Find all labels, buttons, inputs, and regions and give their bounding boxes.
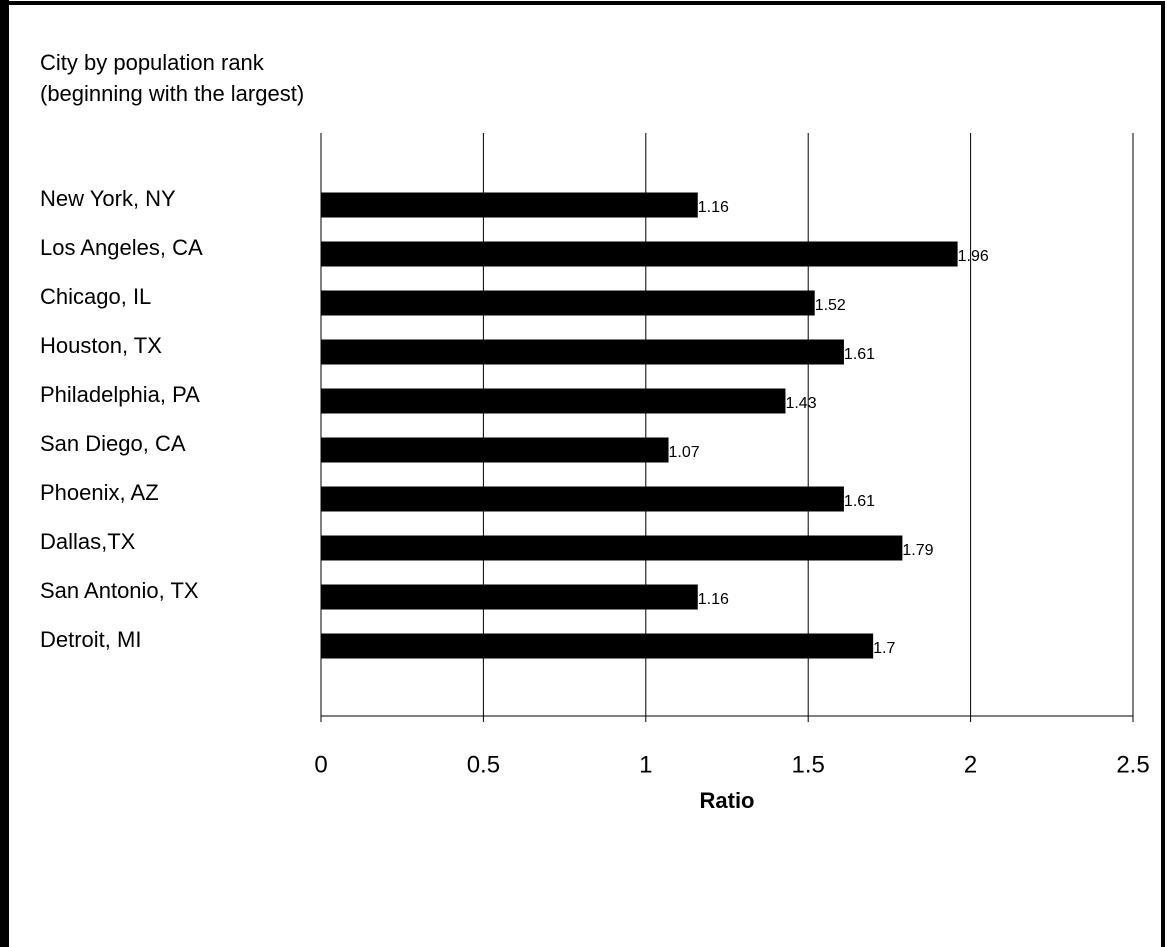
y-tick-label: San Diego, CA	[40, 431, 186, 456]
bar	[321, 584, 698, 610]
value-label: 1.16	[698, 591, 729, 608]
x-tick-label: 0.5	[467, 751, 500, 778]
x-tick-label: 0	[314, 751, 327, 778]
value-label: 1.07	[669, 444, 700, 461]
value-label: 1.43	[785, 395, 816, 412]
y-tick-label: Detroit, MI	[40, 627, 141, 652]
bar	[321, 437, 669, 463]
value-label: 1.52	[815, 297, 846, 314]
value-label: 1.79	[902, 542, 933, 559]
y-tick-label: Philadelphia, PA	[40, 382, 200, 407]
y-axis-title: City by population rank (beginning with …	[40, 50, 305, 106]
bar	[321, 339, 844, 365]
bar	[321, 241, 958, 267]
bar	[321, 192, 698, 218]
y-tick-label: Chicago, IL	[40, 284, 151, 309]
x-tick-label: 2.5	[1116, 751, 1149, 778]
bar	[321, 388, 786, 414]
y-tick-label: Dallas,TX	[40, 529, 136, 554]
y-tick-label: New York, NY	[40, 186, 176, 211]
y-tick-label: Phoenix, AZ	[40, 480, 159, 505]
x-tick-label: 1.5	[792, 751, 825, 778]
value-label: 1.96	[958, 248, 989, 265]
bar	[321, 290, 815, 316]
x-tick-label: 1	[639, 751, 652, 778]
value-label: 1.61	[844, 346, 875, 363]
value-label: 1.16	[698, 199, 729, 216]
value-label: 1.7	[873, 640, 895, 657]
y-tick-label: San Antonio, TX	[40, 578, 199, 603]
bar	[321, 535, 903, 561]
bar	[321, 633, 874, 659]
frame-left-edge	[0, 0, 9, 947]
x-tick-label: 2	[964, 751, 977, 778]
y-tick-label: Houston, TX	[40, 333, 162, 358]
bar	[321, 486, 844, 512]
y-tick-label: Los Angeles, CA	[40, 235, 203, 260]
value-label: 1.61	[844, 493, 875, 510]
x-axis-title: Ratio	[700, 788, 755, 813]
